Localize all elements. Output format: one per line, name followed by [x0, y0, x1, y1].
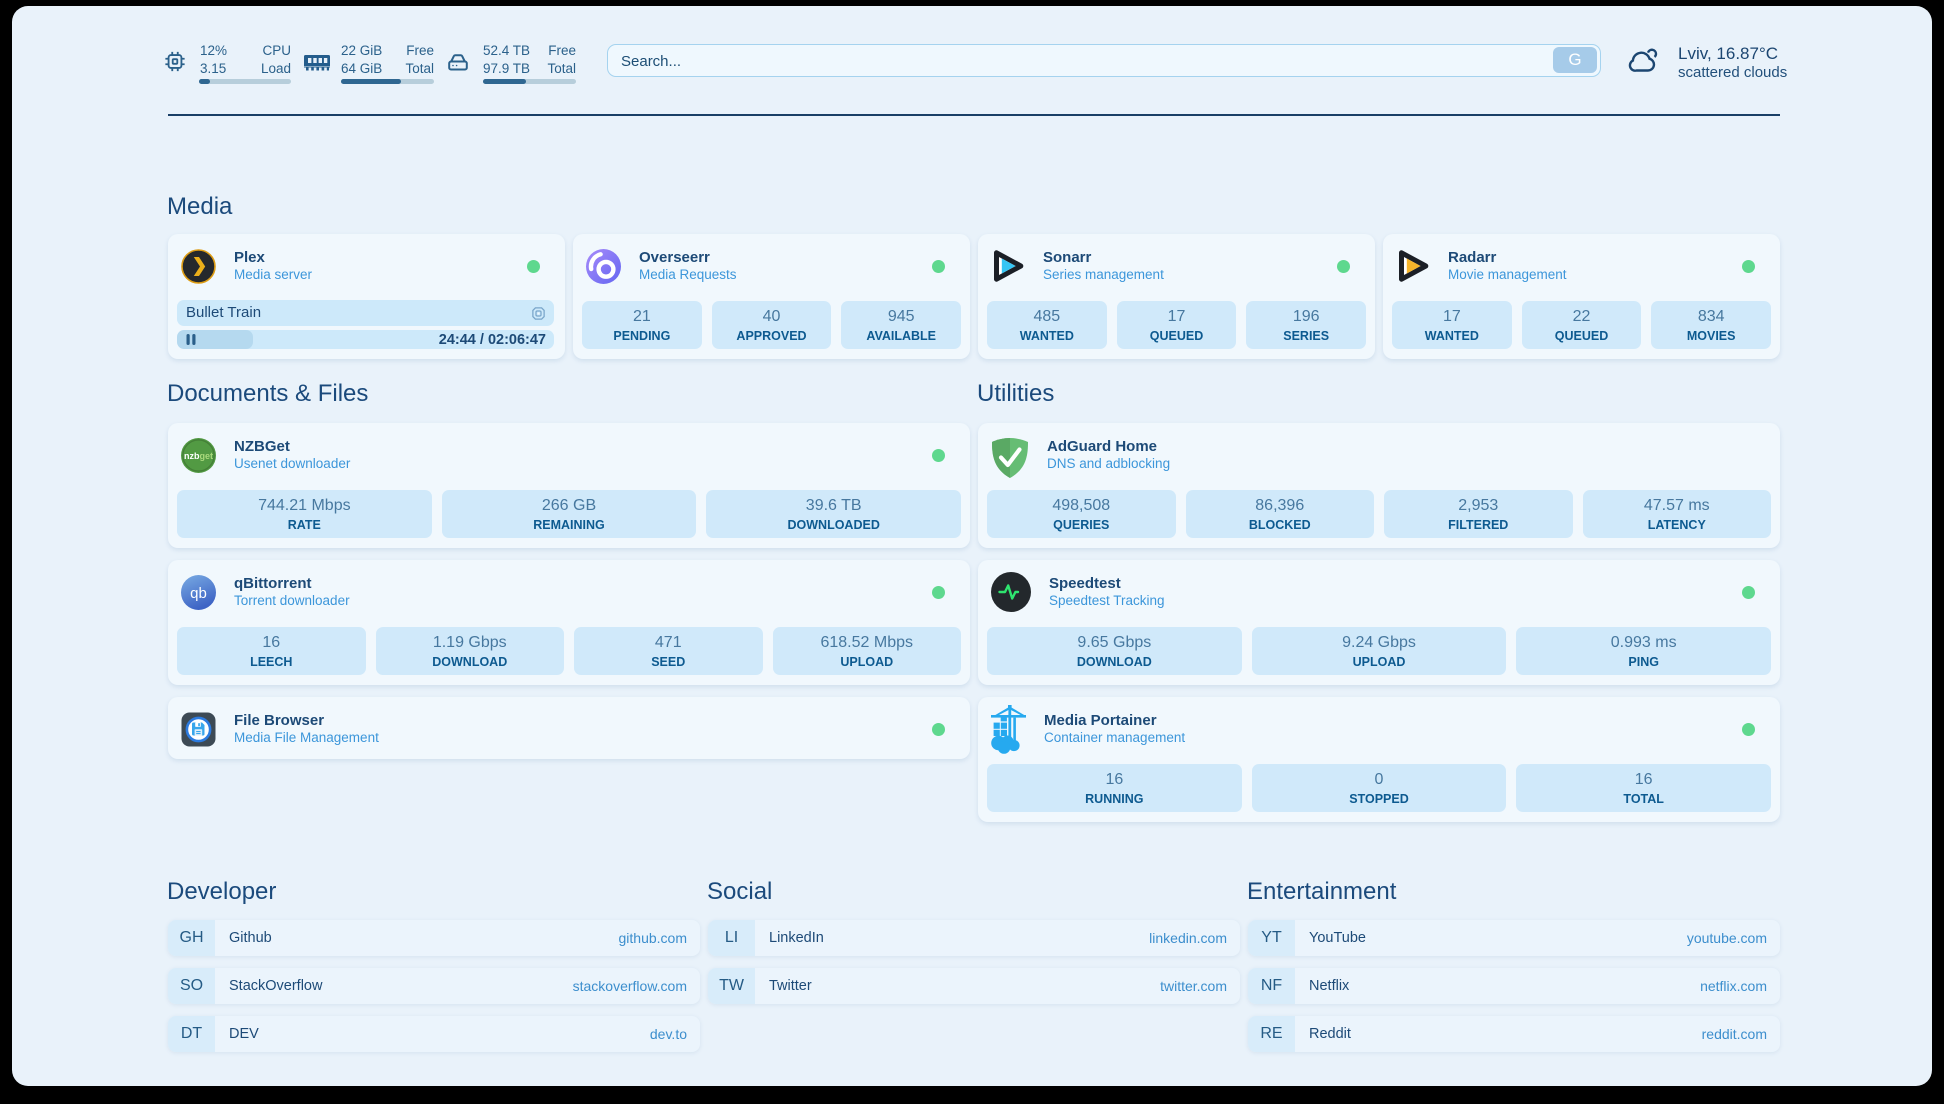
- svg-text:qb: qb: [190, 585, 207, 602]
- svg-text:nzbget: nzbget: [184, 451, 213, 461]
